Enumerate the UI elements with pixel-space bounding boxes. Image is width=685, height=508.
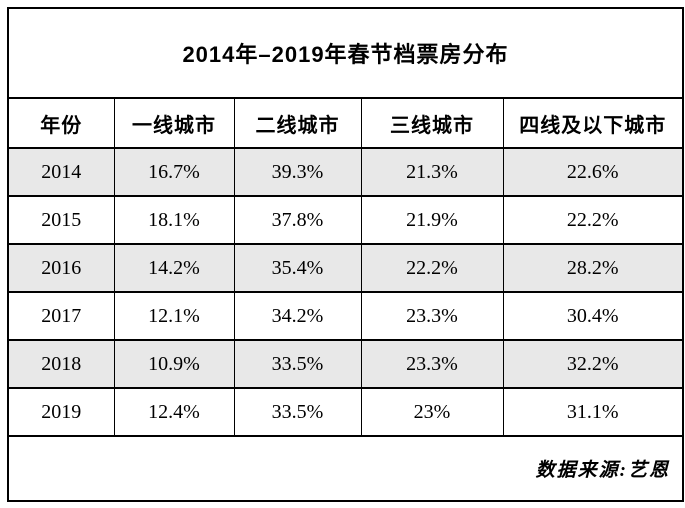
value-cell: 18.1% (113, 195, 235, 245)
table-row-2016: 2016 14.2% 35.4% 22.2% 28.2% (7, 243, 684, 293)
table-footer-row: 数据来源:艺恩 (7, 435, 684, 502)
table-header-row: 年份 一线城市 二线城市 三线城市 四线及以下城市 (7, 97, 684, 149)
column-header-year: 年份 (7, 97, 115, 149)
table-title: 2014年–2019年春节档票房分布 (7, 7, 684, 99)
value-cell: 31.1% (502, 387, 684, 437)
column-header-tier4-below: 四线及以下城市 (502, 97, 684, 149)
year-cell: 2016 (7, 243, 115, 293)
box-office-distribution-table: 2014年–2019年春节档票房分布 年份 一线城市 二线城市 三线城市 四线及… (7, 7, 684, 502)
value-cell: 33.5% (233, 339, 362, 389)
table-row-2018: 2018 10.9% 33.5% 23.3% 32.2% (7, 339, 684, 389)
column-header-tier1: 一线城市 (113, 97, 235, 149)
value-cell: 22.2% (502, 195, 684, 245)
value-cell: 39.3% (233, 147, 362, 197)
table-row-2017: 2017 12.1% 34.2% 23.3% 30.4% (7, 291, 684, 341)
value-cell: 22.2% (360, 243, 504, 293)
year-cell: 2014 (7, 147, 115, 197)
value-cell: 32.2% (502, 339, 684, 389)
value-cell: 23% (360, 387, 504, 437)
column-header-tier3: 三线城市 (360, 97, 504, 149)
year-cell: 2015 (7, 195, 115, 245)
value-cell: 16.7% (113, 147, 235, 197)
value-cell: 35.4% (233, 243, 362, 293)
value-cell: 14.2% (113, 243, 235, 293)
value-cell: 10.9% (113, 339, 235, 389)
value-cell: 23.3% (360, 291, 504, 341)
value-cell: 23.3% (360, 339, 504, 389)
value-cell: 12.1% (113, 291, 235, 341)
value-cell: 33.5% (233, 387, 362, 437)
table-row-2015: 2015 18.1% 37.8% 21.9% 22.2% (7, 195, 684, 245)
value-cell: 21.9% (360, 195, 504, 245)
table-row-2019: 2019 12.4% 33.5% 23% 31.1% (7, 387, 684, 437)
value-cell: 21.3% (360, 147, 504, 197)
value-cell: 22.6% (502, 147, 684, 197)
table-row-2014: 2014 16.7% 39.3% 21.3% 22.6% (7, 147, 684, 197)
table-title-row: 2014年–2019年春节档票房分布 (7, 7, 684, 99)
value-cell: 30.4% (502, 291, 684, 341)
value-cell: 28.2% (502, 243, 684, 293)
value-cell: 12.4% (113, 387, 235, 437)
year-cell: 2017 (7, 291, 115, 341)
data-source-note: 数据来源:艺恩 (7, 435, 684, 502)
value-cell: 37.8% (233, 195, 362, 245)
year-cell: 2018 (7, 339, 115, 389)
column-header-tier2: 二线城市 (233, 97, 362, 149)
value-cell: 34.2% (233, 291, 362, 341)
year-cell: 2019 (7, 387, 115, 437)
